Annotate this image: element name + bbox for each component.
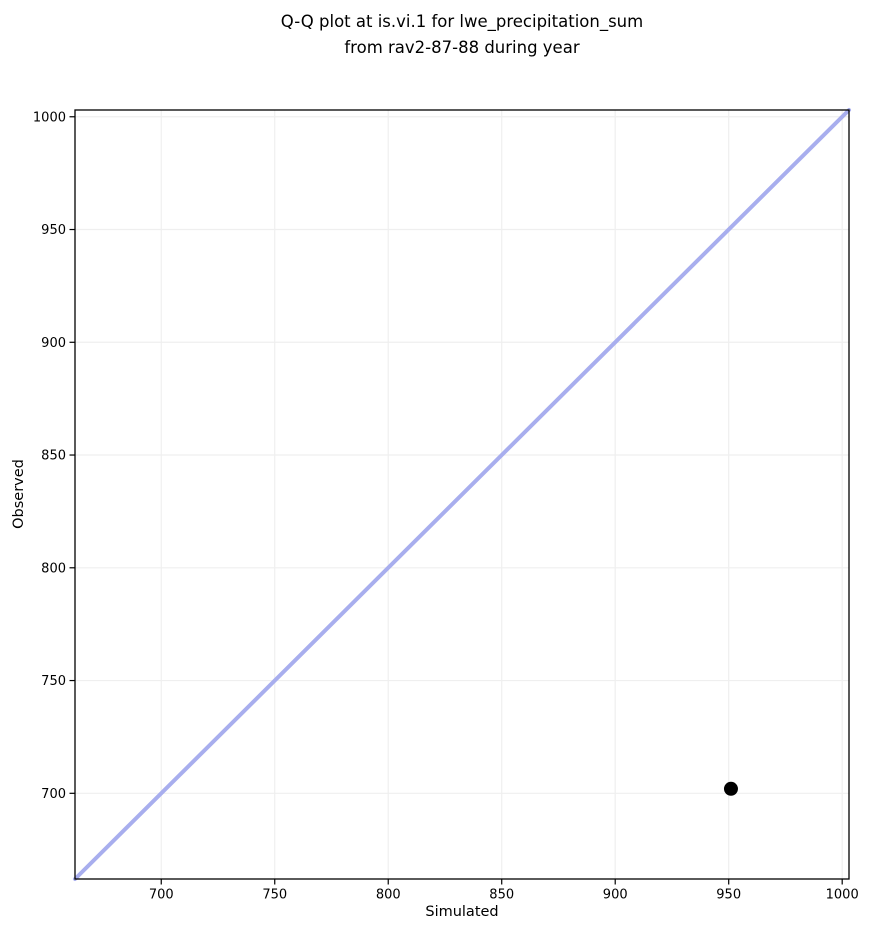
x-tick-label: 900 bbox=[603, 888, 628, 903]
x-tick-label: 800 bbox=[376, 888, 401, 903]
chart-title: Q-Q plot at is.vi.1 for lwe_precipitatio… bbox=[75, 9, 849, 61]
y-tick-label: 900 bbox=[41, 336, 66, 351]
x-tick-label: 950 bbox=[716, 888, 741, 903]
x-tick-label: 700 bbox=[149, 888, 174, 903]
x-axis-label: Simulated bbox=[425, 904, 499, 920]
axes-frame bbox=[74, 109, 850, 880]
x-tick-label: 1000 bbox=[826, 888, 859, 903]
y-tick-label: 700 bbox=[41, 787, 66, 802]
chart-title-line1: Q-Q plot at is.vi.1 for lwe_precipitatio… bbox=[280, 12, 644, 31]
chart-title-line2: from rav2-87-88 during year bbox=[344, 38, 580, 57]
y-tick-label: 800 bbox=[41, 561, 66, 576]
y-tick-label: 950 bbox=[41, 223, 66, 238]
identity-line bbox=[73, 108, 851, 881]
x-tick-label: 850 bbox=[489, 888, 514, 903]
data-point bbox=[723, 781, 738, 796]
y-tick-label: 1000 bbox=[33, 110, 66, 125]
x-tick-label: 750 bbox=[262, 888, 287, 903]
y-tick-label: 850 bbox=[41, 449, 66, 464]
y-tick-label: 750 bbox=[41, 674, 66, 689]
